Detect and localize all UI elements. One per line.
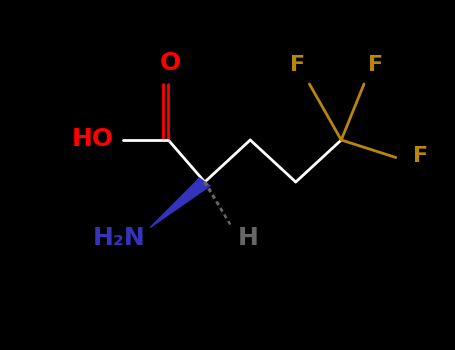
Text: F: F: [290, 55, 306, 75]
Text: H₂N: H₂N: [93, 226, 146, 250]
Text: F: F: [368, 55, 383, 75]
Text: O: O: [160, 51, 181, 75]
Text: F: F: [413, 146, 429, 166]
Text: H: H: [238, 226, 258, 250]
Polygon shape: [150, 178, 210, 228]
Text: HO: HO: [72, 127, 114, 151]
